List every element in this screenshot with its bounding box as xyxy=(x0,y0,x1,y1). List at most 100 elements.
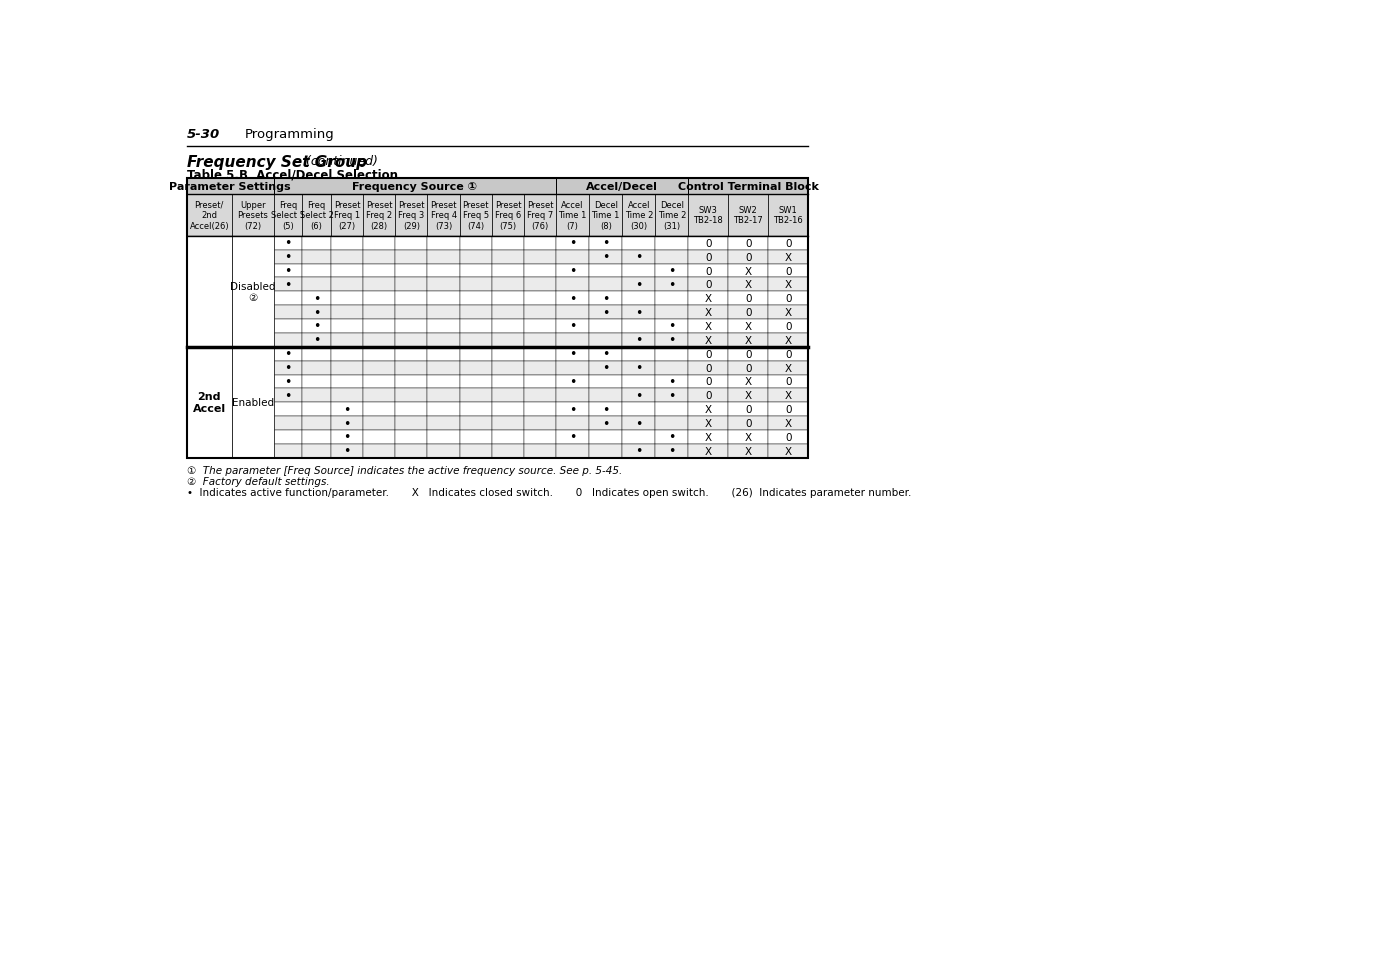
Bar xyxy=(688,194,728,236)
Bar xyxy=(655,375,688,389)
Bar xyxy=(524,389,556,403)
Bar xyxy=(395,431,427,444)
Text: 2nd
Accel: 2nd Accel xyxy=(192,392,225,414)
Bar xyxy=(728,264,768,278)
Text: Freq
Select 2
(6): Freq Select 2 (6) xyxy=(300,201,333,231)
Bar xyxy=(589,403,622,416)
Bar xyxy=(622,278,655,292)
Text: 0: 0 xyxy=(785,238,792,249)
Text: •: • xyxy=(569,403,576,416)
Text: •: • xyxy=(636,306,643,319)
Bar xyxy=(303,431,332,444)
Bar xyxy=(622,334,655,348)
Bar xyxy=(187,431,232,444)
Bar xyxy=(655,194,688,236)
Bar xyxy=(768,431,808,444)
Bar xyxy=(187,389,232,403)
Bar xyxy=(556,236,589,251)
Bar xyxy=(492,264,524,278)
Bar xyxy=(524,292,556,306)
Bar xyxy=(460,320,492,334)
Bar xyxy=(187,361,232,375)
Text: Parameter Settings: Parameter Settings xyxy=(170,182,292,192)
Bar xyxy=(768,403,808,416)
Text: •: • xyxy=(312,306,321,319)
Bar xyxy=(303,361,332,375)
Bar xyxy=(460,251,492,264)
Bar xyxy=(556,251,589,264)
Bar xyxy=(427,292,460,306)
Bar xyxy=(274,348,303,361)
Bar xyxy=(728,348,768,361)
Bar xyxy=(363,306,395,320)
Bar xyxy=(556,444,589,458)
Bar xyxy=(187,375,232,389)
Text: •: • xyxy=(285,390,292,402)
Bar xyxy=(524,361,556,375)
Bar xyxy=(622,251,655,264)
Bar xyxy=(187,306,232,320)
Text: •: • xyxy=(668,265,676,277)
Text: •: • xyxy=(285,278,292,292)
Bar xyxy=(622,416,655,431)
Bar xyxy=(768,389,808,403)
Bar xyxy=(303,375,332,389)
Text: SW3
TB2-18: SW3 TB2-18 xyxy=(694,206,723,225)
Bar xyxy=(427,236,460,251)
Bar xyxy=(492,251,524,264)
Text: X: X xyxy=(705,335,712,346)
Text: 0: 0 xyxy=(745,294,752,304)
Text: Upper
Presets
(72): Upper Presets (72) xyxy=(238,201,268,231)
Bar xyxy=(589,194,622,236)
Bar xyxy=(232,292,274,306)
Bar xyxy=(492,431,524,444)
Bar xyxy=(395,251,427,264)
Bar xyxy=(556,264,589,278)
Text: 0: 0 xyxy=(745,405,752,415)
Bar xyxy=(688,403,728,416)
Bar xyxy=(332,306,363,320)
Bar xyxy=(363,444,395,458)
Bar xyxy=(395,416,427,431)
Text: •: • xyxy=(603,362,609,375)
Bar xyxy=(187,179,808,458)
Bar xyxy=(232,444,274,458)
Bar xyxy=(768,375,808,389)
Bar xyxy=(655,348,688,361)
Bar xyxy=(332,292,363,306)
Text: •: • xyxy=(285,348,292,361)
Bar xyxy=(622,444,655,458)
Text: X: X xyxy=(705,405,712,415)
Bar xyxy=(556,334,589,348)
Text: •: • xyxy=(668,320,676,334)
Bar xyxy=(363,431,395,444)
Text: 0: 0 xyxy=(705,363,712,374)
Text: •: • xyxy=(668,431,676,444)
Bar xyxy=(655,389,688,403)
Text: Preset
Freq 7
(76): Preset Freq 7 (76) xyxy=(527,201,553,231)
Bar xyxy=(589,236,622,251)
Bar xyxy=(232,348,274,458)
Bar xyxy=(556,278,589,292)
Bar xyxy=(303,389,332,403)
Bar xyxy=(187,236,232,251)
Bar xyxy=(427,361,460,375)
Text: •: • xyxy=(569,320,576,334)
Bar xyxy=(688,264,728,278)
Bar xyxy=(395,334,427,348)
Bar xyxy=(556,194,589,236)
Text: •: • xyxy=(636,278,643,292)
Bar xyxy=(688,320,728,334)
Text: X: X xyxy=(785,418,792,429)
Text: •: • xyxy=(569,237,576,250)
Text: SW1
TB2-16: SW1 TB2-16 xyxy=(774,206,803,225)
Bar xyxy=(303,264,332,278)
Bar xyxy=(768,361,808,375)
Bar xyxy=(187,444,232,458)
Bar xyxy=(492,320,524,334)
Bar xyxy=(728,251,768,264)
Text: 0: 0 xyxy=(745,308,752,317)
Text: •: • xyxy=(569,265,576,277)
Bar xyxy=(589,361,622,375)
Bar xyxy=(332,431,363,444)
